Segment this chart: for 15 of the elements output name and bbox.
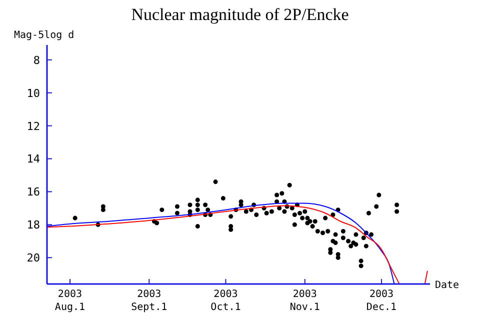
y-tick-label: 20 bbox=[26, 252, 40, 265]
x-tick-label: 2003 Dec.1 bbox=[366, 289, 397, 313]
y-tick-label: 16 bbox=[26, 186, 40, 199]
x-tick-label: 2003 Aug.1 bbox=[54, 289, 86, 313]
x-tick-label: 2003 Nov.1 bbox=[290, 289, 320, 313]
y-tick-label: 18 bbox=[26, 218, 40, 232]
y-tick-label: 12 bbox=[26, 120, 40, 133]
x-tick-label: 2003 Oct.1 bbox=[210, 289, 241, 313]
chart-title: Nuclear magnitude of 2P/Encke bbox=[131, 5, 349, 24]
y-tick-label: 10 bbox=[26, 86, 40, 100]
y-tick-label: 14 bbox=[26, 152, 40, 166]
y-axis-title: Mag-5log d bbox=[14, 30, 74, 41]
y-tick-label: 8 bbox=[33, 54, 40, 67]
x-tick-label: 2003 Sept.1 bbox=[131, 289, 168, 313]
x-axis-title: Date bbox=[435, 280, 460, 291]
